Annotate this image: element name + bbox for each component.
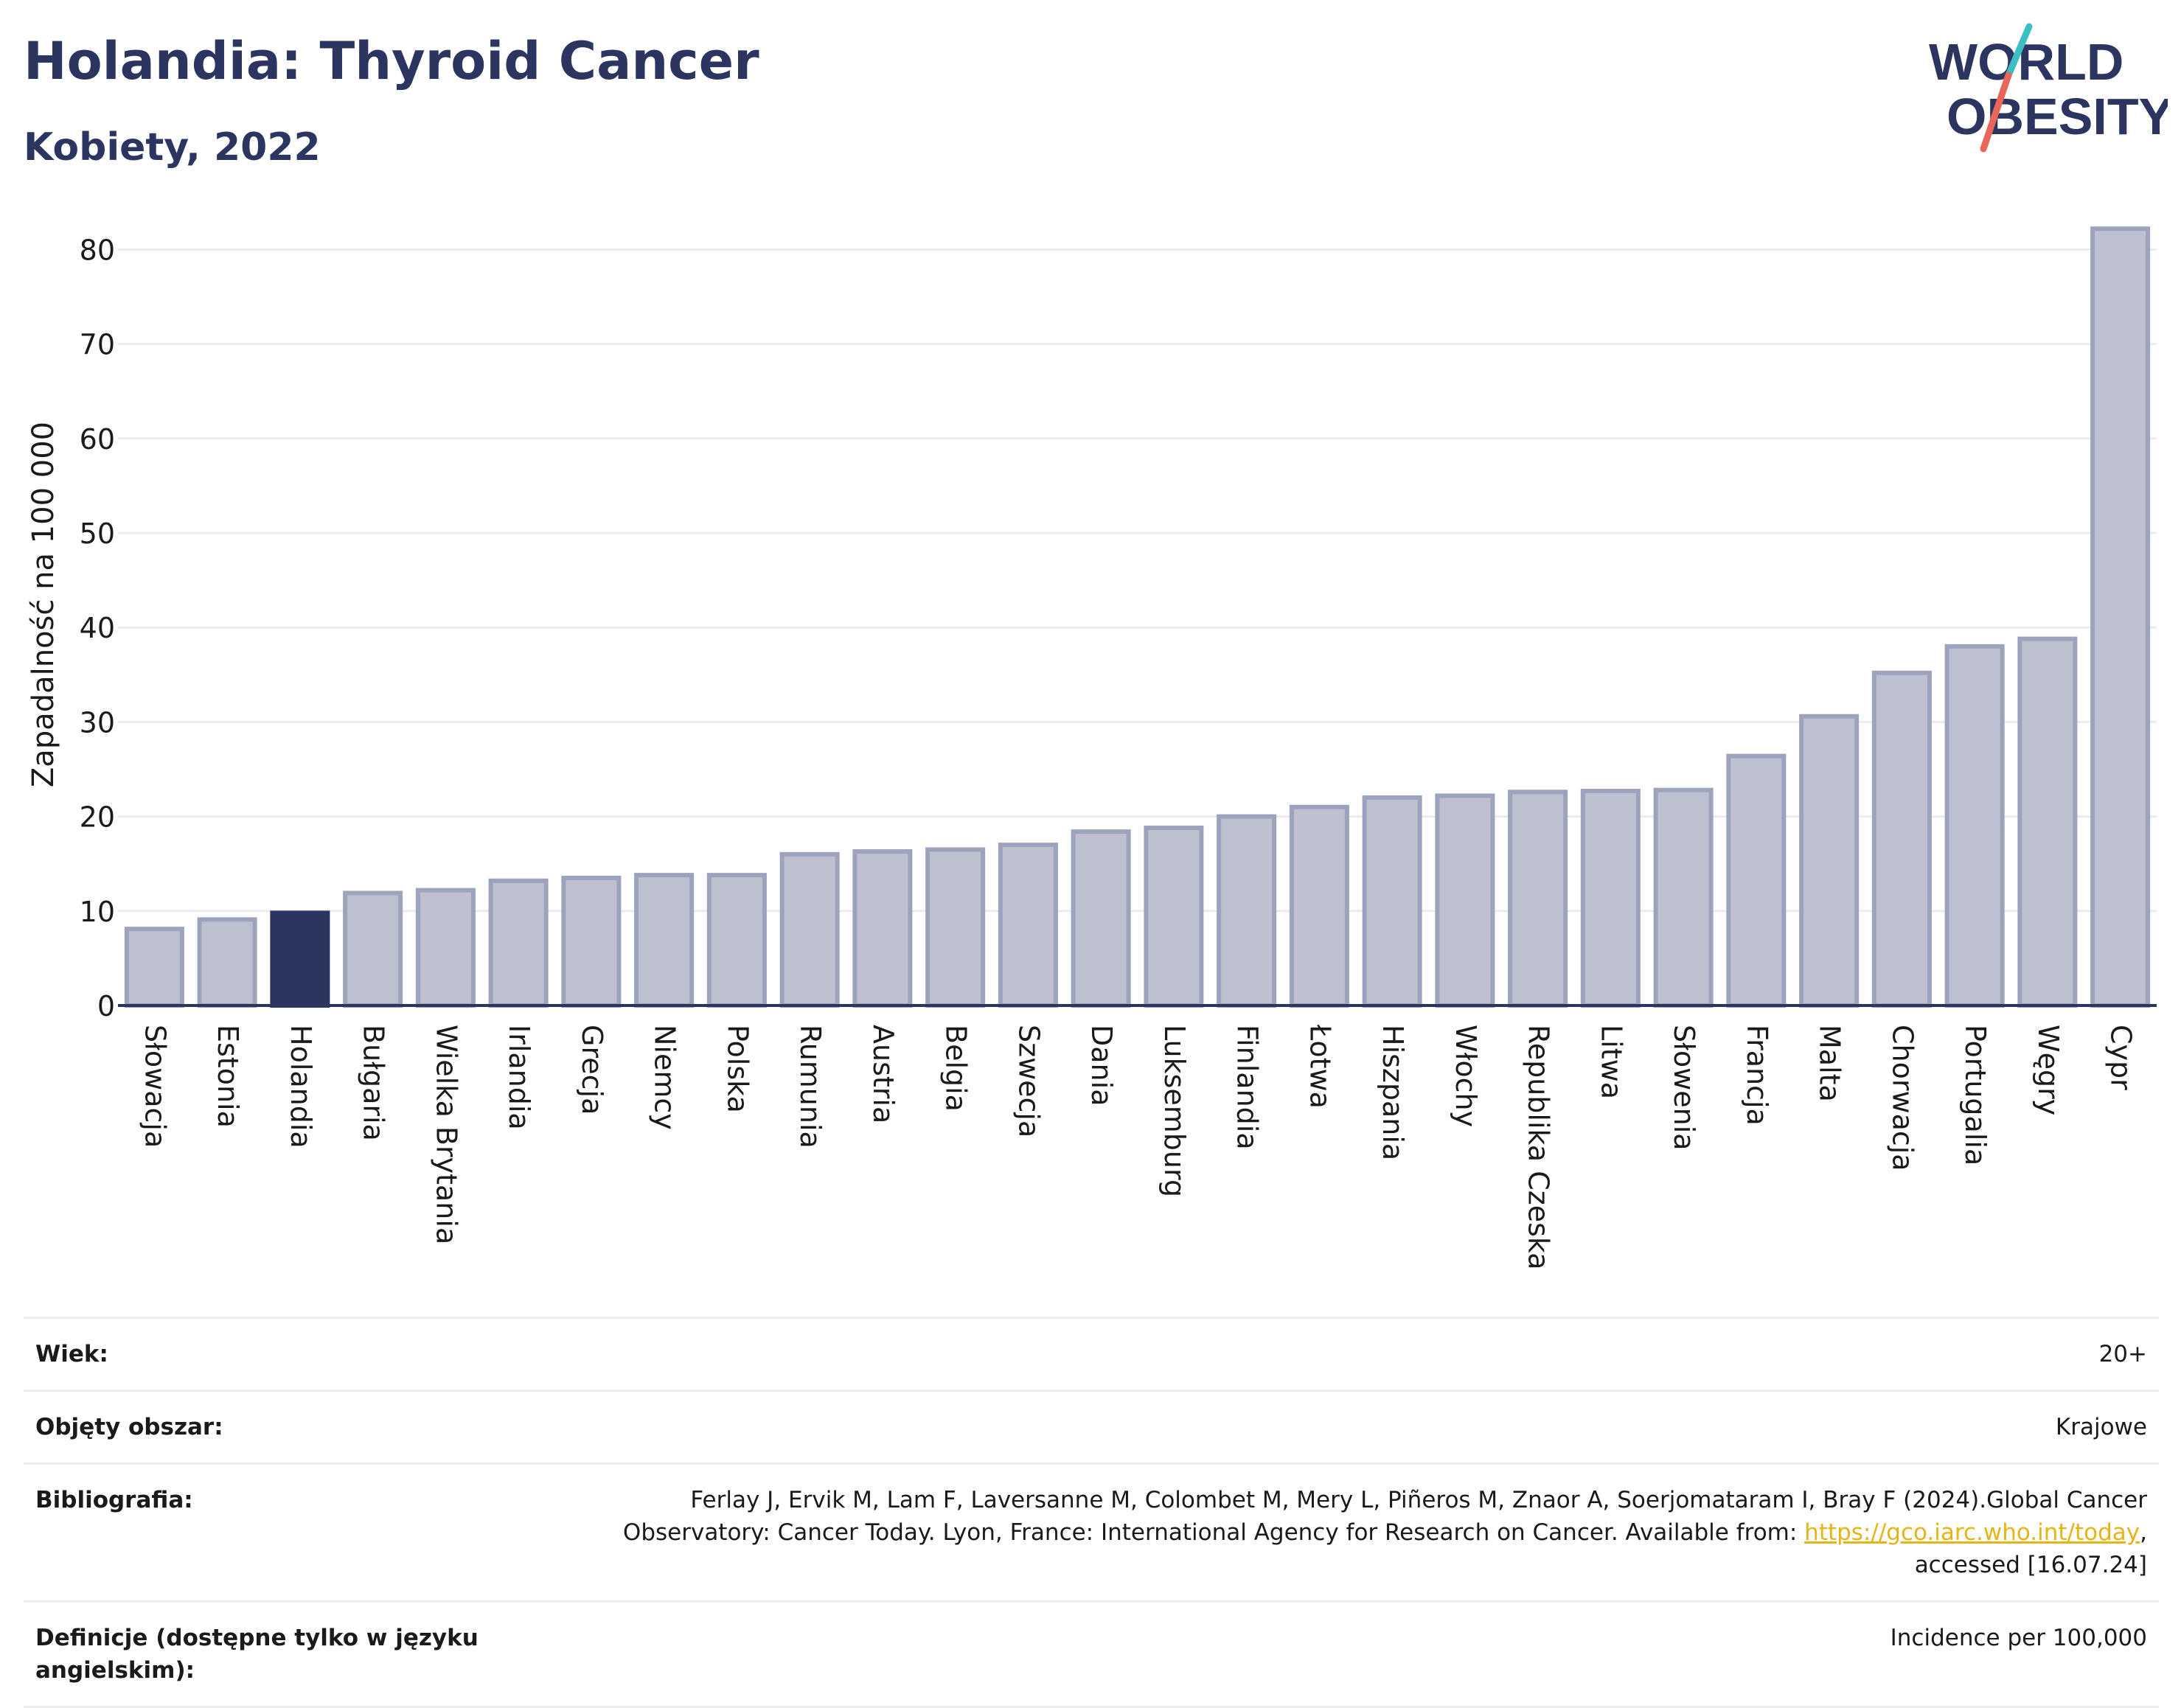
x-tick-label: Cypr	[2105, 1025, 2137, 1090]
y-tick-label: 10	[80, 896, 115, 928]
area-value: Krajowe	[2055, 1414, 2147, 1440]
x-tick-label: Holandia	[285, 1025, 317, 1148]
bar-5[interactable]	[488, 878, 549, 1008]
bibliography-line-3: accessed [16.07.24]	[1914, 1552, 2147, 1578]
bar-22[interactable]	[1726, 753, 1787, 1008]
bar-0[interactable]	[124, 927, 184, 1008]
x-tick-label: Włochy	[1450, 1025, 1482, 1127]
x-tick-label: Niemcy	[649, 1025, 681, 1130]
bar-3[interactable]	[343, 890, 403, 1008]
meta-row-definitions: Definicje (dostępne tylko w języku angie…	[24, 1600, 2159, 1708]
x-tick-label: Hiszpania	[1377, 1025, 1409, 1160]
logo-word-obesity: OBESITY	[1947, 88, 2168, 145]
bar-26[interactable]	[2017, 636, 2078, 1008]
bar-27[interactable]	[2090, 226, 2151, 1008]
bar-24[interactable]	[1871, 670, 1932, 1008]
meta-row-bibliography: Bibliografia: Ferlay J, Ervik M, Lam F, …	[24, 1463, 2159, 1600]
y-tick-label: 70	[80, 329, 115, 361]
logo-slash-top	[2005, 23, 2033, 79]
x-tick-label: Dania	[1085, 1025, 1118, 1106]
logo-word-world: WORLD	[1929, 33, 2123, 91]
x-tick-label: Litwa	[1595, 1025, 1627, 1099]
x-tick-label: Republika Czeska	[1523, 1025, 1555, 1270]
x-tick-label: Luksemburg	[1158, 1025, 1191, 1197]
bar-9[interactable]	[779, 851, 840, 1008]
x-tick-label: Wielka Brytania	[430, 1025, 462, 1244]
x-tick-label: Słowenia	[1668, 1025, 1700, 1151]
x-tick-label: Finlandia	[1231, 1025, 1264, 1150]
age-label: Wiek:	[35, 1341, 108, 1367]
bars	[124, 226, 2151, 1008]
x-tick-label: Rumunia	[794, 1025, 827, 1148]
x-tick-label: Słowacja	[139, 1025, 171, 1148]
x-tick-label: Irlandia	[503, 1025, 535, 1130]
x-tick-label: Portugalia	[1959, 1025, 1992, 1165]
x-tick-label: Bułgaria	[358, 1025, 390, 1141]
definitions-label: Definicje (dostępne tylko w języku angie…	[35, 1625, 479, 1684]
x-tick-label: Łotwa	[1304, 1024, 1336, 1109]
x-tick-label: Francja	[1741, 1025, 1773, 1126]
x-tick-label: Polska	[721, 1025, 754, 1113]
bar-19[interactable]	[1508, 789, 1568, 1008]
tick-labels: 0 10 20 30 40 50 60 70 80 Słowacja Estonia Holandia…	[80, 234, 2137, 1269]
y-tick-label: 60	[80, 423, 115, 456]
x-tick-label: Węgry	[2032, 1025, 2065, 1115]
bar-10[interactable]	[852, 849, 913, 1008]
definitions-value: Incidence per 100,000	[1890, 1625, 2147, 1651]
y-tick-label: 20	[80, 801, 115, 834]
y-tick-label: 40	[80, 612, 115, 644]
y-tick-label: 50	[80, 517, 115, 550]
y-tick-label: 0	[97, 990, 115, 1022]
bar-chart: 0 10 20 30 40 50 60 70 80 Słowacja Estonia Holandia…	[27, 226, 2157, 1270]
bar-17[interactable]	[1362, 795, 1422, 1008]
world-obesity-logo: WORLD OBESITY	[1929, 23, 2168, 153]
bibliography-label: Bibliografia:	[35, 1487, 193, 1513]
bar-6[interactable]	[561, 875, 622, 1008]
bibliography-line-1: Ferlay J, Ervik M, Lam F, Laversanne M, …	[690, 1487, 2147, 1513]
chart-subtitle: Kobiety, 2022	[24, 125, 321, 170]
y-tick-label: 30	[80, 706, 115, 739]
bar-16[interactable]	[1289, 804, 1349, 1008]
area-label: Objęty obszar:	[35, 1414, 223, 1440]
metadata-table: Wiek: 20+ Objęty obszar: Krajowe Bibliog…	[24, 1317, 2159, 1708]
gco-link[interactable]: https://gco.iarc.who.int/today	[1804, 1519, 2140, 1546]
bar-2[interactable]	[270, 910, 330, 1008]
x-tick-label: Grecja	[576, 1025, 608, 1115]
bar-11[interactable]	[925, 847, 986, 1008]
x-tick-label: Malta	[1814, 1025, 1846, 1102]
x-tick-label: Belgia	[940, 1025, 973, 1112]
bar-4[interactable]	[415, 888, 476, 1008]
bar-23[interactable]	[1799, 714, 1860, 1008]
x-tick-label: Austria	[867, 1025, 900, 1123]
bibliography-line-2: Observatory: Cancer Today. Lyon, France:…	[622, 1519, 1805, 1546]
age-value: 20+	[2098, 1341, 2147, 1367]
y-tick-label: 80	[80, 234, 115, 266]
bibliography-comma: ,	[2140, 1519, 2147, 1546]
meta-row-area: Objęty obszar: Krajowe	[24, 1390, 2159, 1463]
meta-row-age: Wiek: 20+	[24, 1317, 2159, 1390]
bar-25[interactable]	[1944, 644, 2005, 1008]
x-tick-label: Chorwacja	[1886, 1025, 1919, 1171]
bar-18[interactable]	[1435, 793, 1495, 1008]
x-tick-label: Szwecja	[1012, 1025, 1045, 1137]
y-axis-label: Zapadalność na 100 000	[27, 422, 60, 787]
bibliography-value: Ferlay J, Ervik M, Lam F, Laversanne M, …	[623, 1484, 2147, 1581]
bar-12[interactable]	[998, 843, 1058, 1008]
bar-7[interactable]	[634, 873, 695, 1008]
bar-15[interactable]	[1217, 814, 1277, 1008]
x-tick-label: Estonia	[212, 1025, 244, 1128]
bar-20[interactable]	[1580, 789, 1641, 1008]
chart-title: Holandia: Thyroid Cancer	[24, 31, 759, 91]
bar-1[interactable]	[197, 917, 257, 1008]
bar-21[interactable]	[1653, 787, 1714, 1008]
bar-8[interactable]	[706, 873, 767, 1008]
bar-14[interactable]	[1144, 825, 1204, 1008]
logo-slash-bottom	[1980, 72, 2012, 153]
bar-13[interactable]	[1071, 829, 1131, 1008]
